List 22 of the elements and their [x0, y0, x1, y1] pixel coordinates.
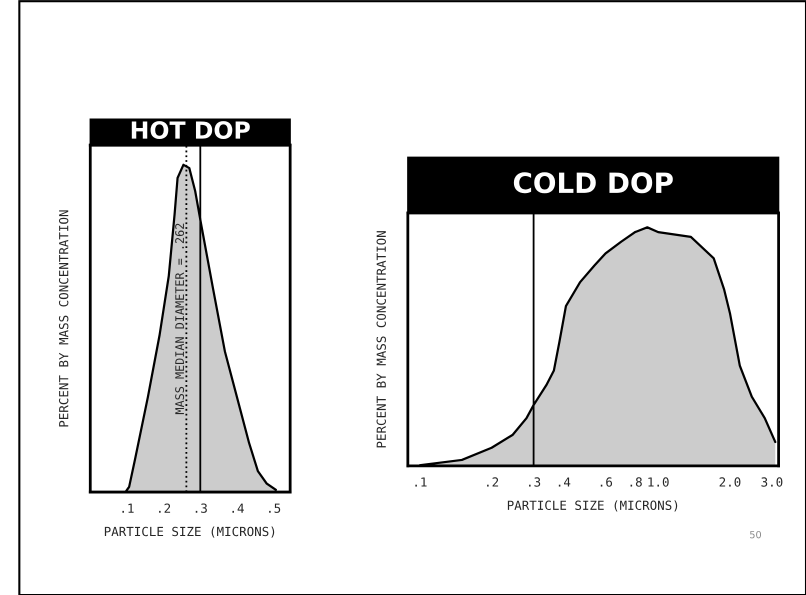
x-tick-label: .8 — [630, 477, 642, 487]
x-tick-label: .3 — [196, 503, 207, 513]
x-tick-label: 2.0 — [720, 477, 740, 487]
y-axis-title: PERCENT BY MASS CONCENTRATION — [58, 210, 68, 427]
x-tick-label: 3.0 — [761, 477, 782, 487]
ref-line-label: MASS MEDIAN DIAMETER = .262 — [175, 224, 184, 414]
x-tick-label: .1 — [415, 477, 427, 487]
x-tick-label: .6 — [600, 477, 612, 487]
x-tick-label: .3 — [529, 477, 540, 487]
x-tick-label: .5 — [269, 504, 280, 513]
x-tick-label: .2 — [159, 503, 170, 513]
x-axis-title: PARTICLE SIZE (MICRONS) — [508, 500, 678, 512]
text: 50 — [750, 530, 762, 538]
x-tick-label: .4 — [232, 504, 244, 513]
x-tick-label: 1.0 — [648, 477, 669, 487]
x-tick-label: .1 — [122, 504, 134, 513]
y-axis-title: PERCENT BY MASS CONCENTRATION — [376, 231, 386, 448]
x-tick-label: .4 — [558, 477, 570, 487]
chart-title: COLD DOP — [514, 172, 673, 194]
chart-title: HOT DOP — [132, 121, 250, 140]
x-axis-title: PARTICLE SIZE (MICRONS) — [104, 526, 274, 538]
x-tick-label: .2 — [487, 477, 498, 487]
